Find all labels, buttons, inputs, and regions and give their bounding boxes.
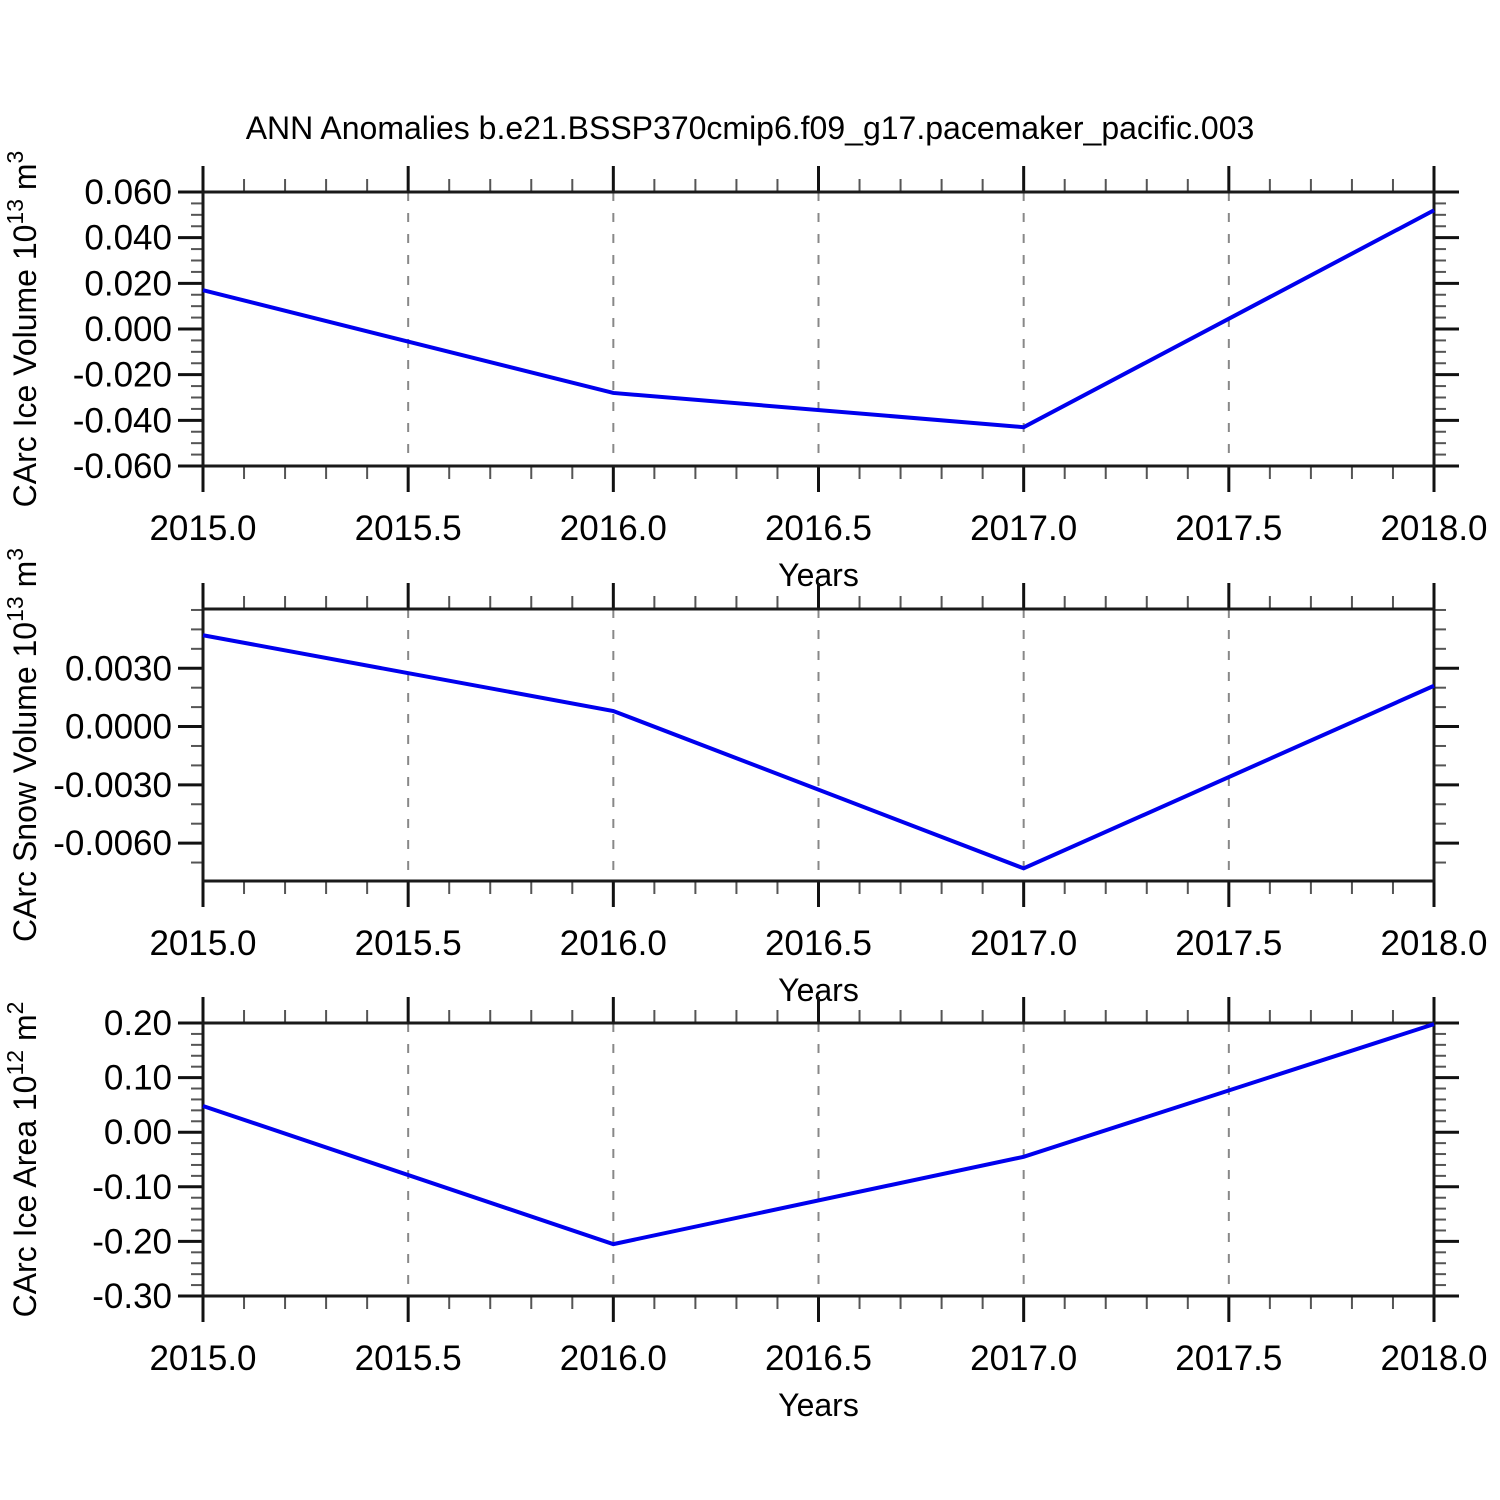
y-tick-label: -0.0060 <box>53 824 172 863</box>
x-tick-label: 2015.5 <box>355 924 462 963</box>
y-axis-title: CArc Snow Volume 1013 m3 <box>2 548 43 942</box>
plot-frame <box>201 607 1436 883</box>
y-tick-label: -0.0030 <box>53 766 172 805</box>
x-axis-title: Years <box>778 1387 859 1423</box>
series-line <box>202 633 1435 871</box>
x-tick-label: 2018.0 <box>1380 1339 1487 1378</box>
x-tick-label: 2015.0 <box>149 1339 256 1378</box>
plot-carc-ice-area: 0.20 0.10 0.00 -0.10 -0.20 -0.30 2015.0 2015.5 2… <box>2 997 1488 1423</box>
x-tick-label: 2016.5 <box>765 924 872 963</box>
y-tick-label: -0.040 <box>73 401 172 440</box>
x-tick-label: 2016.0 <box>560 924 667 963</box>
y-tick-label: 0.020 <box>84 264 172 303</box>
y-tick-label: 0.060 <box>84 173 172 212</box>
plot-frame <box>201 190 1436 468</box>
y-tick-label: 0.00 <box>104 1113 172 1152</box>
x-tick-label: 2017.5 <box>1175 924 1282 963</box>
x-tick-label: 2015.5 <box>355 509 462 548</box>
y-axis-title: CArc Ice Volume 1013 m3 <box>2 151 43 508</box>
y-tick-label: 0.040 <box>84 219 172 258</box>
y-tick-label: -0.30 <box>92 1277 172 1316</box>
x-tick-label: 2017.5 <box>1175 1339 1282 1378</box>
plot-carc-ice-volume: 0.060 0.040 0.020 0.000 -0.020 -0.040 -0.060 20… <box>2 151 1488 593</box>
x-tick-label: 2017.0 <box>970 924 1077 963</box>
y-tick-label: 0.000 <box>84 310 172 349</box>
y-tick-label: -0.20 <box>92 1222 172 1261</box>
y-tick-label: -0.060 <box>73 447 172 486</box>
x-tick-label: 2017.0 <box>970 1339 1077 1378</box>
y-tick-label: 0.20 <box>104 1004 172 1043</box>
series-line <box>202 1022 1435 1247</box>
y-tick-label: 0.0030 <box>65 649 172 688</box>
y-tick-label: 0.0000 <box>65 708 172 747</box>
y-tick-label: 0.10 <box>104 1059 172 1098</box>
y-tick-label: -0.020 <box>73 356 172 395</box>
series-line <box>202 208 1435 430</box>
x-tick-label: 2016.5 <box>765 509 872 548</box>
x-tick-label: 2015.0 <box>149 924 256 963</box>
x-tick-label: 2016.0 <box>560 509 667 548</box>
figure-title: ANN Anomalies b.e21.BSSP370cmip6.f09_g17… <box>245 110 1255 146</box>
plot-frame <box>201 1021 1436 1298</box>
x-tick-label: 2018.0 <box>1380 924 1487 963</box>
y-axis-title: CArc Ice Area 1012 m2 <box>2 1002 43 1318</box>
x-tick-label: 2018.0 <box>1380 509 1487 548</box>
x-tick-label: 2016.5 <box>765 1339 872 1378</box>
x-tick-label: 2015.0 <box>149 509 256 548</box>
plot-carc-snow-volume: 0.0030 0.0000 -0.0030 -0.0060 2015.0 2015.5 20… <box>2 548 1488 1008</box>
x-tick-label: 2015.5 <box>355 1339 462 1378</box>
x-tick-label: 2016.0 <box>560 1339 667 1378</box>
x-tick-label: 2017.5 <box>1175 509 1282 548</box>
y-tick-label: -0.10 <box>92 1168 172 1207</box>
x-tick-label: 2017.0 <box>970 509 1077 548</box>
